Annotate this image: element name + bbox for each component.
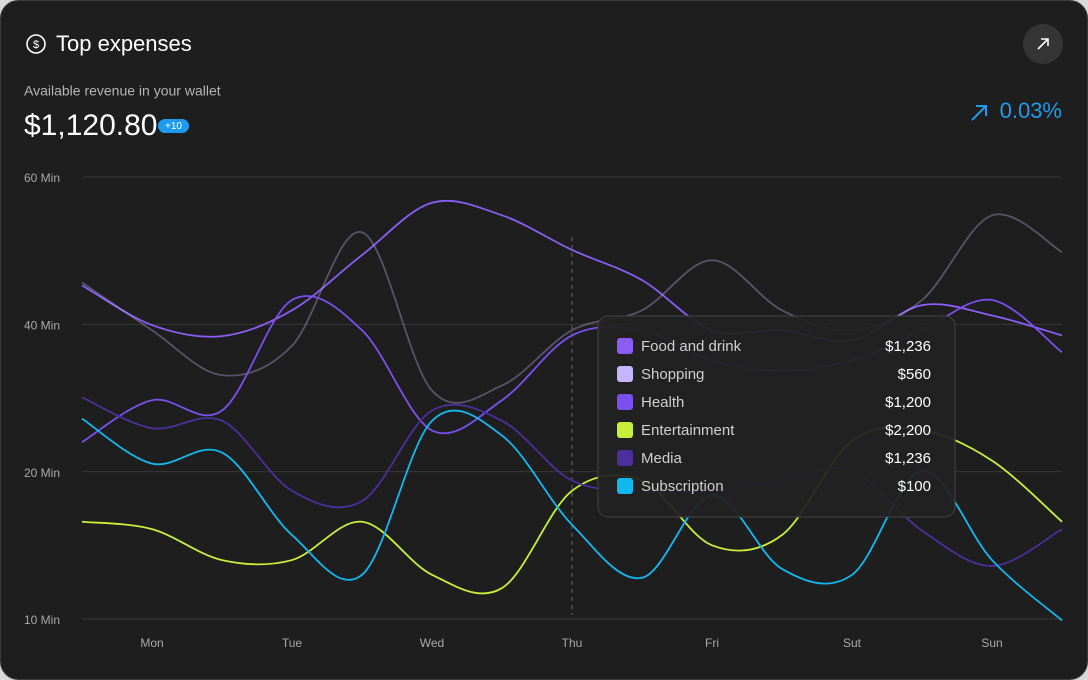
y-tick-label: 40 Min <box>24 319 60 333</box>
x-tick-label: Tue <box>282 636 303 650</box>
legend-swatch <box>617 450 633 466</box>
legend-label: Entertainment <box>641 422 735 439</box>
x-tick-label: Sun <box>981 636 1002 650</box>
x-tick-label: Wed <box>420 636 444 650</box>
y-tick-label: 20 Min <box>24 466 60 480</box>
badge: +10 <box>165 121 182 132</box>
tooltip-bg <box>597 315 956 518</box>
x-tick-label: Sut <box>843 636 862 650</box>
expand-button[interactable] <box>1023 24 1063 64</box>
subtitle: Available revenue in your wallet <box>24 83 221 99</box>
legend-label: Media <box>641 450 683 467</box>
series-line <box>81 213 1063 404</box>
title: Top expenses <box>56 31 192 56</box>
legend-swatch <box>617 394 633 410</box>
amount: $1,120.80 <box>24 109 157 142</box>
tooltip-value: $1,236 <box>885 338 931 355</box>
y-tick-label: 60 Min <box>24 171 60 185</box>
dollar-icon: $ <box>26 34 46 54</box>
tooltip-value: $1,200 <box>885 394 931 411</box>
legend-label: Health <box>641 394 684 411</box>
tooltip-value: $100 <box>898 478 931 495</box>
legend-swatch <box>617 366 633 382</box>
tooltip: Food and drink $1,236 Shopping $560 Health $1… <box>597 315 956 518</box>
legend-label: Subscription <box>641 478 724 495</box>
x-tick-label: Fri <box>705 636 719 650</box>
legend-swatch <box>617 338 633 354</box>
x-tick-label: Mon <box>140 636 163 650</box>
badge-bg <box>158 119 189 133</box>
y-tick-label: 10 Min <box>24 613 60 627</box>
tooltip-value: $2,200 <box>885 422 931 439</box>
legend-label: Food and drink <box>641 338 742 355</box>
legend-label: Shopping <box>641 366 704 383</box>
x-tick-label: Thu <box>562 636 583 650</box>
tooltip-value: $560 <box>898 366 931 383</box>
change: 0.03% <box>1000 98 1062 123</box>
legend-swatch <box>617 422 633 438</box>
trend-arrow <box>971 105 987 121</box>
legend-swatch <box>617 478 633 494</box>
svg-text:$: $ <box>33 39 39 51</box>
tooltip-value: $1,236 <box>885 450 931 467</box>
